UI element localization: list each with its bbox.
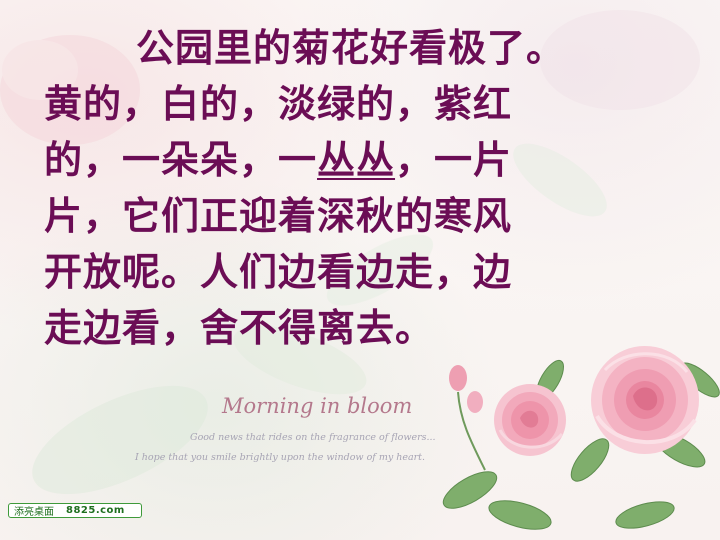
poem-line-3-a: 的，一朵朵，一 bbox=[44, 137, 318, 182]
poem-line-3-b: ，一片 bbox=[395, 137, 513, 182]
site-watermark: 添亮桌面 8825.com bbox=[8, 503, 142, 518]
poem-line-3: 的，一朵朵，一丛丛，一片 bbox=[44, 132, 684, 188]
poem-line-4: 片，它们正迎着深秋的寒风 bbox=[44, 193, 513, 238]
watermark-url: 8825.com bbox=[66, 505, 125, 516]
poem-line-2: 黄的，白的，淡绿的，紫红 bbox=[44, 81, 513, 126]
motto-line-1: Good news that rides on the fragrance of… bbox=[190, 432, 436, 443]
motto-line-2: I hope that you smile brightly upon the … bbox=[135, 452, 426, 463]
rose-bouquet-illustration bbox=[442, 346, 720, 530]
poem-line-1: 公园里的菊花好看极了。 bbox=[136, 25, 566, 70]
poem-line-5: 开放呢。人们边看边走，边 bbox=[44, 249, 513, 294]
poem-text: 公园里的菊花好看极了。 黄的，白的，淡绿的，紫红 的，一朵朵，一丛丛，一片 片，… bbox=[44, 20, 684, 356]
underlined-word: 丛丛 bbox=[317, 137, 396, 182]
motto-title: Morning in bloom bbox=[222, 394, 413, 418]
watermark-site-name: 添亮桌面 bbox=[14, 507, 54, 518]
poem-line-6: 走边看，舍不得离去。 bbox=[44, 305, 435, 350]
